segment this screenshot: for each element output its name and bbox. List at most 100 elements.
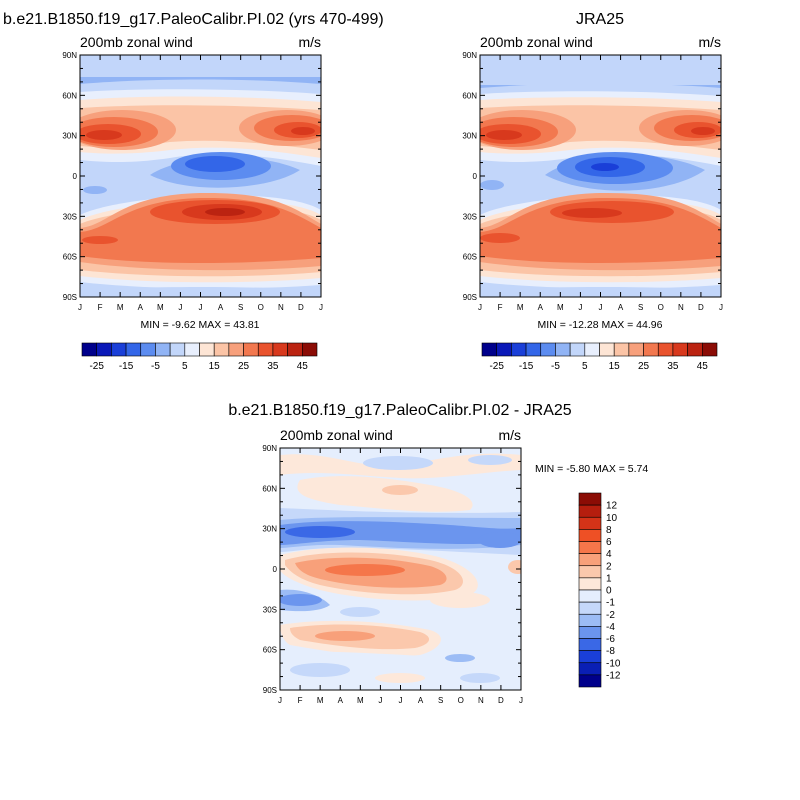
colorbar-label: 6: [606, 537, 612, 548]
x-tick-label: S: [238, 303, 243, 312]
panel-model-title: b.e21.B1850.f19_g17.PaleoCalibr.PI.02 (y…: [3, 11, 384, 28]
x-tick-label: M: [517, 303, 524, 312]
panel-obs-field: [480, 55, 721, 297]
colorbar-swatch: [496, 342, 512, 357]
colorbar-swatch: [578, 662, 602, 676]
panel-obs-variable-label: 200mb zonal wind: [480, 34, 593, 50]
panel-model-colorbar: -25 -15 -5 5 15 25 35 45: [81, 342, 318, 372]
x-tick-label: F: [98, 303, 103, 312]
panel-obs-units-label: m/s: [698, 34, 721, 50]
colorbar-swatch: [687, 342, 703, 357]
panel-obs-title: JRA25: [576, 11, 624, 28]
colorbar-label: -5: [151, 361, 160, 372]
colorbar-label: 15: [609, 361, 621, 372]
colorbar-swatch: [272, 342, 288, 357]
y-tick-label: 30S: [463, 212, 477, 221]
colorbar-swatch: [111, 342, 127, 357]
colorbar-label: -10: [606, 658, 621, 669]
colorbar-label: -25: [489, 361, 504, 372]
y-tick-label: 30S: [263, 605, 277, 614]
panel-diff-variable-label: 200mb zonal wind: [280, 427, 393, 443]
colorbar-label: -15: [519, 361, 534, 372]
colorbar-swatch: [578, 650, 602, 664]
colorbar-swatch: [184, 342, 200, 357]
y-tick-label: 0: [273, 565, 278, 574]
panel-obs-colorbar: -25 -15 -5 5 15 25 35 45: [481, 342, 718, 372]
colorbar-swatch: [643, 342, 659, 357]
colorbar-swatch: [578, 541, 602, 554]
colorbar-label: 10: [606, 513, 618, 524]
x-tick-label: J: [78, 303, 82, 312]
colorbar-swatch: [525, 342, 542, 357]
colorbar-label: 0: [606, 586, 612, 597]
x-tick-label: D: [698, 303, 704, 312]
colorbar-swatch: [228, 342, 244, 357]
colorbar-label: 35: [667, 361, 679, 372]
panel-diff-field: [280, 448, 521, 690]
colorbar-swatch: [243, 342, 259, 357]
colorbar-label: 5: [182, 361, 188, 372]
colorbar-label: 1: [606, 573, 612, 584]
colorbar-label: -4: [606, 622, 615, 633]
colorbar-swatch: [287, 342, 303, 357]
x-tick-label: J: [719, 303, 723, 312]
colorbar-swatch: [96, 342, 112, 357]
panel-diff-title: b.e21.B1850.f19_g17.PaleoCalibr.PI.02 - …: [228, 402, 571, 419]
colorbar-label: 25: [638, 361, 650, 372]
x-tick-label: N: [278, 303, 284, 312]
colorbar-swatch: [578, 626, 602, 639]
colorbar-swatch: [584, 342, 600, 357]
colorbar-label: -15: [119, 361, 134, 372]
x-tick-label: J: [178, 303, 182, 312]
colorbar-swatch: [578, 589, 602, 603]
x-tick-label: F: [498, 303, 503, 312]
x-tick-label: N: [678, 303, 684, 312]
panel-obs-stats: MIN = -12.28 MAX = 44.96: [538, 319, 663, 331]
y-tick-label: 60S: [463, 253, 477, 262]
colorbar-swatch: [578, 504, 602, 518]
x-tick-label: J: [319, 303, 323, 312]
y-tick-label: 90S: [263, 686, 277, 695]
colorbar-label: -5: [551, 361, 560, 372]
colorbar-swatch: [578, 516, 602, 530]
colorbar-swatch: [613, 342, 630, 357]
x-tick-label: M: [317, 696, 324, 705]
y-tick-label: 90S: [463, 293, 477, 302]
x-tick-label: M: [157, 303, 164, 312]
y-tick-label: 60S: [263, 646, 277, 655]
colorbar-swatch: [213, 342, 230, 357]
y-tick-label: 30S: [63, 212, 77, 221]
y-tick-label: 0: [473, 172, 478, 181]
colorbar-label: 2: [606, 561, 612, 572]
panel-diff: b.e21.B1850.f19_g17.PaleoCalibr.PI.02 - …: [228, 402, 648, 705]
colorbar-label: -2: [606, 610, 615, 621]
colorbar-swatch: [628, 342, 644, 357]
panel-model: b.e21.B1850.f19_g17.PaleoCalibr.PI.02 (y…: [3, 11, 384, 372]
x-tick-label: A: [138, 303, 144, 312]
colorbar-label: -25: [89, 361, 104, 372]
colorbar-swatch: [540, 342, 556, 357]
x-tick-label: A: [418, 696, 424, 705]
colorbar-swatch: [578, 601, 602, 615]
x-tick-label: J: [399, 696, 403, 705]
x-tick-label: J: [378, 696, 382, 705]
panel-model-stats: MIN = -9.62 MAX = 43.81: [140, 319, 259, 331]
colorbar-swatch: [140, 342, 156, 357]
colorbar-swatch: [599, 342, 615, 357]
y-tick-label: 90N: [62, 51, 77, 60]
x-tick-label: J: [199, 303, 203, 312]
panel-obs: JRA25 200mb zonal wind m/s: [462, 11, 723, 372]
colorbar-swatch: [481, 342, 497, 357]
x-tick-label: O: [258, 303, 264, 312]
x-tick-label: S: [438, 696, 443, 705]
colorbar-label: -8: [606, 646, 615, 657]
y-tick-label: 60S: [63, 253, 77, 262]
x-tick-label: M: [357, 696, 364, 705]
colorbar-swatch: [555, 342, 571, 357]
y-tick-label: 90N: [262, 444, 277, 453]
